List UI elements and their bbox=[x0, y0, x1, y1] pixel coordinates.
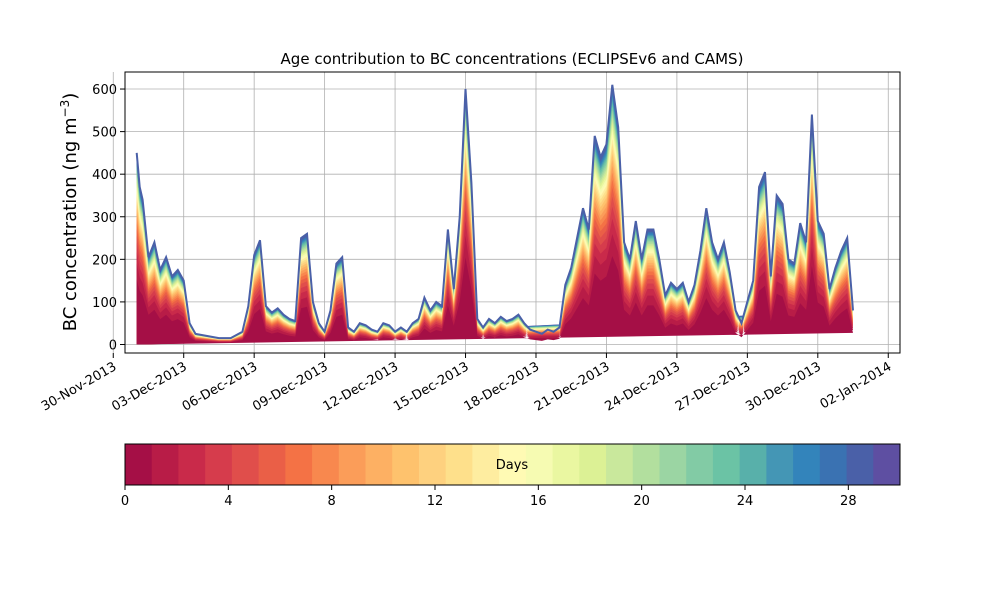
colorbar-frame bbox=[124, 443, 901, 486]
colorbar-swatch bbox=[445, 444, 473, 485]
plot-area bbox=[112, 71, 901, 354]
x-tick-label: 09-Dec-2013 bbox=[250, 359, 330, 414]
colorbar-swatch bbox=[659, 444, 687, 485]
total-concentration-line bbox=[135, 84, 854, 340]
colorbar-tick-label: 0 bbox=[121, 494, 129, 509]
colorbar-swatch bbox=[739, 444, 767, 485]
colorbar-swatch bbox=[338, 444, 367, 485]
colorbar-swatch bbox=[125, 444, 153, 485]
y-tick-label: 400 bbox=[92, 168, 117, 183]
colorbar-label: Days bbox=[496, 458, 529, 473]
x-tick-label: 12-Dec-2013 bbox=[321, 359, 401, 414]
x-tick-label: 30-Dec-2013 bbox=[743, 359, 823, 414]
colorbar-swatch bbox=[552, 444, 580, 485]
colorbar-swatch bbox=[873, 444, 901, 485]
colorbar-tick-label: 12 bbox=[427, 494, 444, 509]
colorbar-tick-label: 20 bbox=[633, 494, 650, 509]
x-axis: 30-Nov-201303-Dec-201306-Dec-201309-Dec-… bbox=[39, 353, 894, 415]
colorbar-swatch bbox=[632, 444, 660, 485]
colorbar-swatch bbox=[712, 444, 741, 485]
colorbar-swatch bbox=[846, 444, 874, 485]
colorbar-tick-label: 24 bbox=[737, 494, 754, 509]
colorbar-swatch bbox=[499, 444, 527, 485]
colorbar-swatch bbox=[418, 444, 447, 485]
plot-frame bbox=[124, 71, 901, 354]
colorbar-swatch bbox=[178, 444, 206, 485]
x-tick-label: 03-Dec-2013 bbox=[109, 359, 189, 414]
y-axis-label: BC concentration (ng m−3) bbox=[58, 93, 81, 332]
colorbar-tick-label: 16 bbox=[530, 494, 547, 509]
colorbar-swatch bbox=[793, 444, 821, 485]
x-tick-label: 21-Dec-2013 bbox=[532, 359, 612, 414]
colorbar-swatch bbox=[205, 444, 233, 485]
chart-title: Age contribution to BC concentrations (E… bbox=[281, 50, 744, 68]
colorbar: Days 0 4 8 12 16 20 24 28 bbox=[121, 443, 901, 509]
colorbar-swatch bbox=[392, 444, 420, 485]
colorbar-swatch bbox=[525, 444, 554, 485]
colorbar-swatch bbox=[285, 444, 313, 485]
y-tick-label: 0 bbox=[109, 338, 117, 353]
colorbar-swatch bbox=[579, 444, 607, 485]
colorbar-tick-label: 4 bbox=[224, 494, 232, 509]
colorbar-tick-label: 28 bbox=[840, 494, 857, 509]
x-tick-label: 24-Dec-2013 bbox=[602, 359, 682, 414]
y-axis: 0 100 200 300 400 500 600 bbox=[92, 83, 125, 353]
x-tick-label: 06-Dec-2013 bbox=[180, 359, 260, 414]
y-tick-label: 100 bbox=[92, 296, 117, 311]
x-tick-label: 30-Nov-2013 bbox=[39, 359, 119, 414]
x-tick-label: 15-Dec-2013 bbox=[391, 359, 471, 414]
colorbar-swatches bbox=[125, 444, 901, 485]
colorbar-swatch bbox=[365, 444, 393, 485]
x-tick-label: 02-Jan-2014 bbox=[818, 359, 895, 412]
colorbar-swatch bbox=[606, 444, 634, 485]
colorbar-swatch bbox=[472, 444, 500, 485]
y-tick-label: 200 bbox=[92, 253, 117, 268]
x-tick-label: 18-Dec-2013 bbox=[462, 359, 542, 414]
colorbar-swatch bbox=[231, 444, 260, 485]
colorbar-swatch bbox=[258, 444, 286, 485]
colorbar-tick-label: 8 bbox=[328, 494, 336, 509]
colorbar-swatch bbox=[819, 444, 848, 485]
y-tick-label: 300 bbox=[92, 211, 117, 226]
colorbar-swatch bbox=[686, 444, 714, 485]
colorbar-swatch bbox=[766, 444, 794, 485]
x-tick-label: 27-Dec-2013 bbox=[673, 359, 753, 414]
y-tick-label: 500 bbox=[92, 126, 117, 141]
colorbar-ticks: 0 4 8 12 16 20 24 28 bbox=[121, 485, 857, 509]
y-tick-label: 600 bbox=[92, 83, 117, 98]
colorbar-swatch bbox=[151, 444, 179, 485]
colorbar-swatch bbox=[312, 444, 340, 485]
